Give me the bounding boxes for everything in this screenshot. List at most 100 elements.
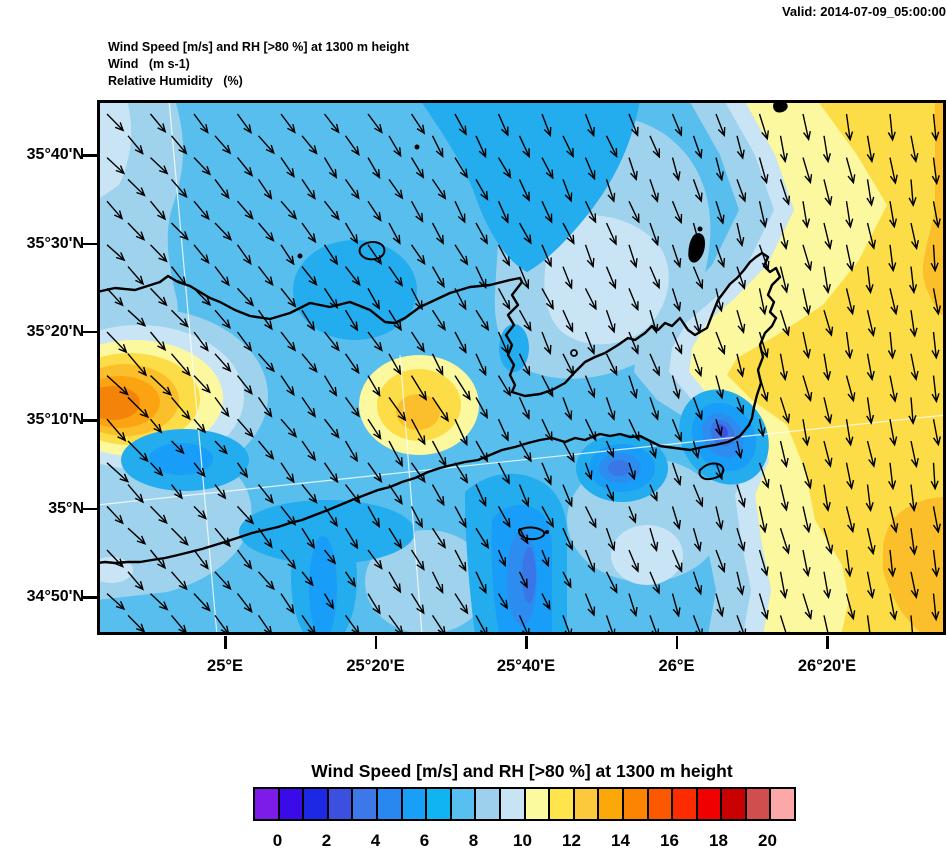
wind-arrow <box>236 113 252 134</box>
wind-arrow <box>170 571 188 591</box>
wind-arrow <box>431 266 445 289</box>
wind-arrow <box>410 113 426 135</box>
wind-arrow <box>454 331 467 354</box>
colorbar-cell <box>279 789 305 819</box>
wind-arrow <box>431 353 444 377</box>
plot-title-line1: Wind Speed [m/s] and RH [>80 %] at 1300 … <box>108 40 409 54</box>
wind-arrow <box>388 353 402 376</box>
wind-arrow <box>845 288 855 316</box>
wind-arrow <box>932 288 942 316</box>
wind-arrow <box>908 179 917 208</box>
wind-arrow <box>170 135 188 155</box>
wind-arrow <box>584 593 596 617</box>
wind-arrow <box>758 157 769 185</box>
wind-arrow <box>779 484 789 512</box>
wind-arrow <box>171 527 189 546</box>
plot-title-line3: Relative Humidity (%) <box>108 74 243 88</box>
wind-arrow <box>802 288 811 316</box>
wind-arrow <box>715 462 724 481</box>
wind-arrow <box>127 527 147 545</box>
wind-arrow <box>454 157 468 179</box>
wind-arrow <box>671 113 683 137</box>
wind-arrow <box>628 462 636 481</box>
wind-arrow <box>845 375 856 403</box>
wind-arrow <box>541 418 553 442</box>
wind-arrow <box>758 201 768 229</box>
wind-arrow <box>649 179 659 203</box>
wind-arrow <box>475 309 490 332</box>
wind-arrow <box>323 331 340 352</box>
colorbar-tick-label: 18 <box>709 831 728 850</box>
westmax-core-deeporange <box>97 386 140 420</box>
wind-arrow <box>257 440 275 461</box>
islet-dot-north <box>414 144 420 150</box>
wind-arrow <box>236 157 254 177</box>
wind-arrow <box>628 506 637 524</box>
wind-arrow <box>497 113 509 137</box>
colorbar-tick-label: 4 <box>370 831 381 850</box>
wind-arrow <box>889 157 898 185</box>
wind-vector-arrows <box>106 113 942 635</box>
wind-arrow <box>736 179 747 203</box>
wind-arrow <box>149 331 167 352</box>
filled-contours <box>97 100 946 635</box>
wind-arrow <box>541 375 554 398</box>
lat-tick <box>83 419 97 422</box>
wind-arrow <box>605 179 616 203</box>
wind-arrow <box>671 462 682 487</box>
colorbar-tick-label: 8 <box>468 831 479 850</box>
wind-arrow <box>475 527 490 550</box>
wind-arrow <box>844 331 854 360</box>
wind-arrow <box>497 331 509 355</box>
lon-tick-label: 26°E <box>658 657 695 675</box>
wind-arrow <box>257 571 275 591</box>
wind-arrow <box>388 135 402 158</box>
wind-arrow <box>715 593 725 618</box>
wind-arrow <box>454 113 467 136</box>
wind-arrow <box>454 593 469 615</box>
wind-arrow <box>431 397 449 423</box>
contour-c8-heraklion-bay <box>293 240 417 340</box>
wind-arrow <box>301 179 316 200</box>
wind-arrow <box>736 571 745 596</box>
wind-arrow <box>845 157 856 185</box>
wind-arrow <box>779 135 788 164</box>
wind-arrow <box>518 179 530 202</box>
wind-arrow <box>865 615 875 635</box>
wind-arrow <box>236 244 252 266</box>
wind-arrow <box>802 506 812 534</box>
wind-arrow <box>106 113 125 132</box>
lat-tick-label: 35°N <box>48 499 84 517</box>
wind-arrow <box>605 484 614 502</box>
wind-arrow <box>518 440 532 463</box>
wind-arrow <box>518 397 530 420</box>
contour-lighter-ne <box>544 215 669 345</box>
wind-arrow <box>866 397 875 425</box>
contour-yelloworange-topright <box>922 100 946 320</box>
wind-arrow <box>887 549 897 578</box>
lat-tick <box>83 242 97 246</box>
wind-arrow <box>431 222 444 245</box>
wind-arrow <box>887 113 896 142</box>
wind-arrow <box>930 462 939 491</box>
wind-arrow <box>410 331 425 353</box>
wind-arrow <box>193 157 212 176</box>
wind-arrow <box>431 440 447 468</box>
wind-arrow <box>889 375 898 403</box>
wind-arrow <box>127 309 147 327</box>
wind-arrow <box>605 222 617 246</box>
wind-arrow <box>214 396 230 418</box>
wind-arrow <box>497 288 511 311</box>
wind-arrow <box>106 418 127 442</box>
wind-arrow <box>410 593 425 615</box>
wind-arrow <box>150 157 169 175</box>
wind-arrow <box>257 309 273 331</box>
wind-arrow <box>910 222 919 251</box>
wind-arrow <box>802 375 813 403</box>
wind-arrow <box>735 440 744 460</box>
lon-tick <box>525 636 528 649</box>
wind-arrow <box>628 113 639 137</box>
wind-arrow <box>584 288 597 311</box>
wind-arrow <box>280 287 297 308</box>
colorbar-cell <box>697 789 723 819</box>
